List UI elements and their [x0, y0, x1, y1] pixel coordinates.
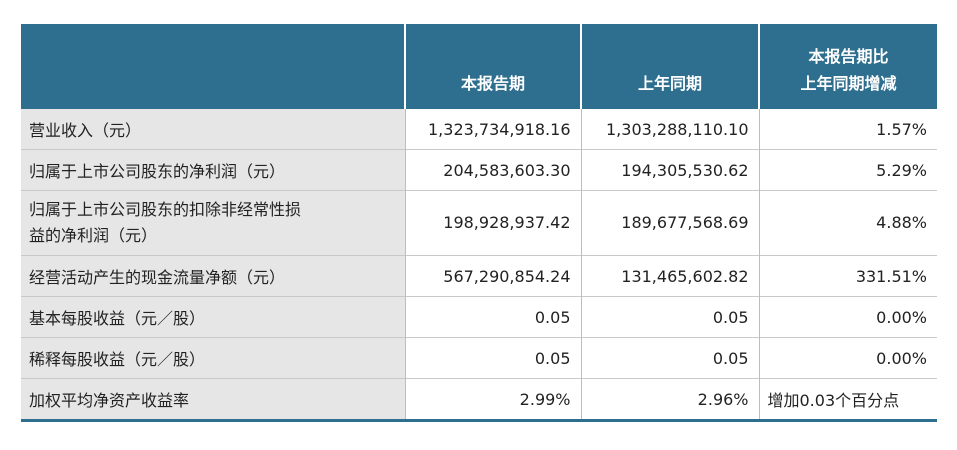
prior-value: 189,677,568.69	[580, 190, 759, 256]
row-label: 基本每股收益（元／股）	[21, 296, 405, 338]
row-label-line2: 益的净利润（元）	[29, 226, 158, 245]
header-change-line1: 本报告期比	[808, 47, 889, 66]
current-value: 567,290,854.24	[404, 255, 581, 297]
row-label: 归属于上市公司股东的净利润（元）	[21, 149, 405, 191]
row-label: 稀释每股收益（元／股）	[21, 337, 405, 379]
table-row: 加权平均净资产收益率 2.99% 2.96% 增加0.03个百分点	[21, 378, 937, 422]
prior-value: 0.05	[580, 296, 759, 338]
table-row: 归属于上市公司股东的净利润（元） 204,583,603.30 194,305,…	[21, 149, 937, 191]
change-value: 4.88%	[758, 190, 937, 256]
change-value: 1.57%	[758, 109, 937, 150]
table-row: 稀释每股收益（元／股） 0.05 0.05 0.00%	[21, 337, 937, 379]
prior-value: 194,305,530.62	[580, 149, 759, 191]
current-value: 204,583,603.30	[404, 149, 581, 191]
prior-value: 131,465,602.82	[580, 255, 759, 297]
row-label: 经营活动产生的现金流量净额（元）	[21, 255, 405, 297]
table-header-row: 本报告期 上年同期 本报告期比 上年同期增减	[21, 24, 937, 109]
header-change-line2: 上年同期增减	[800, 74, 897, 93]
header-label-column	[21, 24, 405, 109]
change-value: 0.00%	[758, 296, 937, 338]
key-financial-data-table: 本报告期 上年同期 本报告期比 上年同期增减 营业收入（元） 1,323,734…	[21, 24, 937, 422]
current-value: 2.99%	[404, 378, 581, 422]
row-label: 营业收入（元）	[21, 109, 405, 150]
change-value: 增加0.03个百分点	[758, 378, 937, 422]
change-value: 5.29%	[758, 149, 937, 191]
financial-table-container: 本报告期 上年同期 本报告期比 上年同期增减 营业收入（元） 1,323,734…	[21, 24, 937, 422]
prior-value: 0.05	[580, 337, 759, 379]
row-label: 加权平均净资产收益率	[21, 378, 405, 422]
row-label-line1: 归属于上市公司股东的扣除非经常性损	[29, 200, 302, 219]
change-value: 331.51%	[758, 255, 937, 297]
table-row: 基本每股收益（元／股） 0.05 0.05 0.00%	[21, 296, 937, 338]
header-prior-period: 上年同期	[580, 24, 759, 109]
table-row: 归属于上市公司股东的扣除非经常性损 益的净利润（元） 198,928,937.4…	[21, 190, 937, 256]
current-value: 0.05	[404, 296, 581, 338]
current-value: 1,323,734,918.16	[404, 109, 581, 150]
table-row: 经营活动产生的现金流量净额（元） 567,290,854.24 131,465,…	[21, 255, 937, 297]
current-value: 0.05	[404, 337, 581, 379]
header-change: 本报告期比 上年同期增减	[758, 24, 937, 109]
prior-value: 1,303,288,110.10	[580, 109, 759, 150]
current-value: 198,928,937.42	[404, 190, 581, 256]
change-value: 0.00%	[758, 337, 937, 379]
row-label: 归属于上市公司股东的扣除非经常性损 益的净利润（元）	[21, 190, 405, 256]
prior-value: 2.96%	[580, 378, 759, 422]
header-current-period: 本报告期	[404, 24, 581, 109]
table-row: 营业收入（元） 1,323,734,918.16 1,303,288,110.1…	[21, 109, 937, 150]
